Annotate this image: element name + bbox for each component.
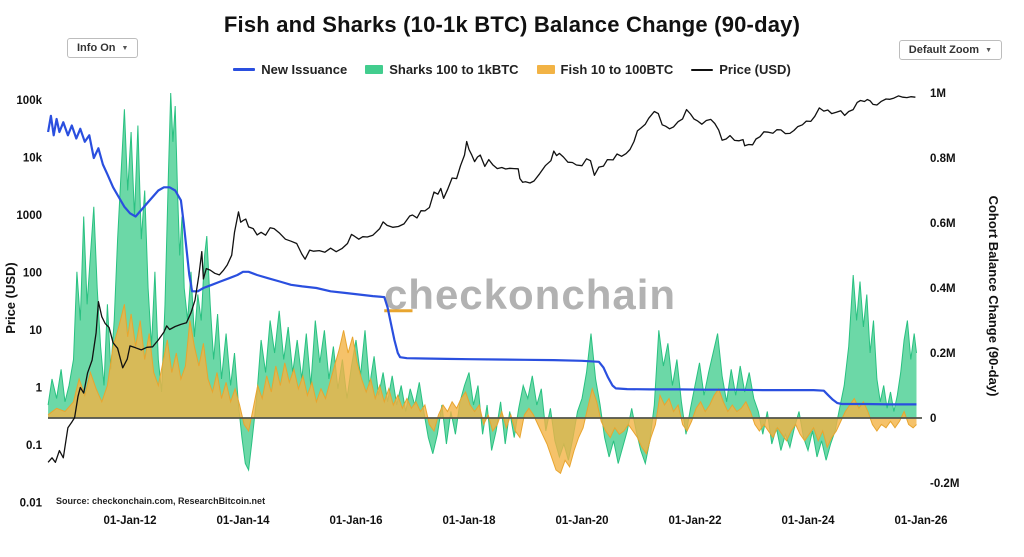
legend-label: Price (USD) (719, 62, 791, 77)
x-axis-tick: 01-Jan-16 (329, 515, 382, 527)
left-axis-tick: 1 (36, 383, 43, 395)
fish-outline (47, 304, 917, 475)
right-axis-tick: 1M (930, 88, 946, 100)
left-axis-tick: 0.1 (26, 440, 43, 452)
chevron-down-icon: ▼ (985, 46, 992, 54)
zoom-dropdown-label: Default Zoom (908, 44, 980, 56)
source-credit: Source: checkonchain.com, ResearchBitcoi… (56, 496, 266, 506)
left-axis-tick: 1000 (16, 210, 42, 222)
chevron-down-icon: ▼ (121, 44, 129, 52)
legend-label: Fish 10 to 100BTC (560, 62, 674, 77)
price-line (47, 95, 916, 463)
legend-item-fish-10-to-100btc[interactable]: Fish 10 to 100BTC (536, 62, 674, 77)
legend-label: Sharks 100 to 1kBTC (389, 62, 519, 77)
left-axis-tick: 10 (29, 325, 42, 337)
x-axis-tick: 01-Jan-22 (668, 515, 721, 527)
zoom-dropdown[interactable]: Default Zoom ▼ (898, 40, 1002, 60)
x-axis-tick: 01-Jan-24 (781, 515, 835, 527)
info-dropdown-label: Info On (77, 42, 116, 54)
right-axis-tick: 0 (930, 413, 936, 425)
watermark-text: checkonchain (384, 271, 676, 318)
legend: New Issuance Sharks 100 to 1kBTC Fish 10 t… (0, 62, 1024, 77)
x-axis-tick: 01-Jan-14 (216, 515, 270, 527)
right-axis-tick: -0.2M (930, 478, 959, 490)
legend-swatch (536, 65, 555, 74)
x-axis-tick: 01-Jan-26 (894, 515, 947, 527)
info-dropdown[interactable]: Info On ▼ (67, 38, 139, 58)
left-axis-tick: 10k (23, 153, 43, 165)
x-axis-tick: 01-Jan-18 (442, 515, 496, 527)
legend-item-new-issuance[interactable]: New Issuance (233, 62, 347, 77)
page-title: Fish and Sharks (10-1k BTC) Balance Chan… (223, 12, 801, 37)
left-axis-tick: 100 (23, 268, 42, 280)
legend-swatch (365, 65, 384, 74)
legend-swatch (233, 68, 256, 71)
right-axis-tick: 0.4M (930, 283, 956, 295)
new-issuance-line (47, 114, 917, 406)
right-axis-tick: 0.2M (930, 348, 956, 360)
right-axis-title: Cohort Balance Change (90-day) (986, 196, 1001, 397)
x-axis-tick: 01-Jan-20 (555, 515, 608, 527)
left-axis-title: Price (USD) (3, 262, 18, 334)
sharks-area (48, 93, 917, 470)
right-axis-tick: 0.8M (930, 153, 956, 165)
legend-item-sharks-100-to-1kbtc[interactable]: Sharks 100 to 1kBTC (365, 62, 519, 77)
legend-item-price-usd-[interactable]: Price (USD) (691, 62, 791, 77)
legend-swatch (691, 68, 714, 71)
legend-label: New Issuance (261, 62, 348, 77)
right-axis-tick: 0.6M (930, 218, 956, 230)
left-axis-tick: 100k (16, 95, 42, 107)
left-axis-tick: 0.01 (20, 498, 43, 510)
x-axis-tick: 01-Jan-12 (103, 515, 156, 527)
